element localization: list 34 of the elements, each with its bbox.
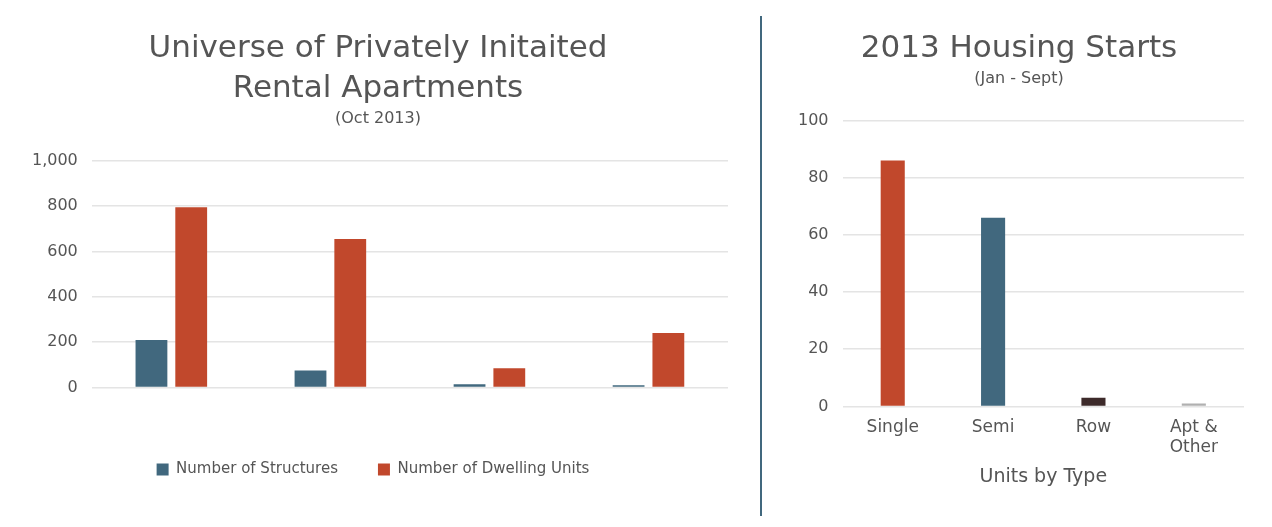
y-tick-label: 40: [808, 281, 829, 301]
chart-title: Universe of Privately Initaited Rental Apartments: [147, 27, 609, 106]
x-tick-label: Semi: [971, 416, 1015, 437]
legend-label: Number of Structures: [176, 459, 339, 478]
y-tick-label: 60: [808, 224, 829, 244]
x-axis-title: Units by Type: [979, 463, 1108, 486]
chart-subtitle: (Oct 2013): [335, 108, 421, 127]
bar: [1181, 403, 1206, 406]
y-tick-label: 400: [47, 285, 78, 305]
y-tick-label: 0: [818, 395, 829, 415]
y-tick-label: 600: [47, 240, 78, 260]
bar: [294, 370, 327, 387]
x-tick-label: Apt & Other: [1169, 416, 1218, 457]
x-tick-label: Row: [1075, 416, 1112, 437]
bar: [880, 160, 905, 406]
y-tick-label: 0: [67, 376, 78, 396]
x-tick-label: Single: [866, 416, 919, 437]
bar: [453, 384, 486, 387]
bar: [175, 207, 208, 387]
bar: [1081, 397, 1106, 406]
y-tick-label: 20: [808, 338, 829, 358]
legend-label: Number of Dwelling Units: [397, 459, 590, 478]
bar: [652, 333, 685, 387]
y-tick-label: 100: [797, 109, 829, 129]
bar: [493, 368, 526, 387]
bar: [334, 238, 367, 387]
y-tick-label: 1,000: [31, 149, 78, 169]
y-tick-label: 200: [47, 331, 78, 351]
chart-title: 2013 Housing Starts: [859, 27, 1179, 66]
y-tick-label: 800: [47, 195, 78, 215]
bar: [135, 339, 168, 387]
chart-subtitle: (Jan - Sept): [974, 68, 1064, 87]
bar: [981, 217, 1006, 406]
y-tick-label: 80: [808, 166, 829, 186]
